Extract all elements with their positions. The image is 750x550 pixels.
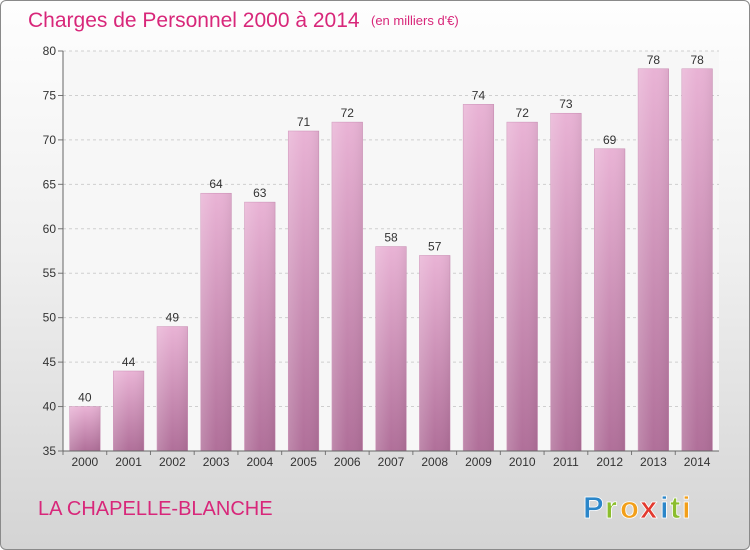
bar-value-label: 58: [384, 231, 398, 245]
y-tick-label: 50: [43, 311, 57, 325]
x-tick-label: 2013: [640, 455, 667, 469]
bar-shine: [681, 68, 713, 452]
logo-letter: i: [682, 490, 691, 525]
bar-shine: [463, 104, 494, 451]
y-tick-label: 60: [43, 222, 57, 236]
bar-value-label: 78: [647, 53, 661, 67]
y-tick-label: 80: [43, 44, 57, 58]
bar-shine: [244, 202, 276, 451]
logo-letter: r: [605, 490, 617, 525]
bar-value-label: 72: [341, 106, 355, 120]
bar-shine: [200, 193, 232, 451]
bar-value-label: 57: [428, 239, 442, 253]
bar-value-label: 73: [559, 97, 573, 111]
y-tick-label: 35: [43, 444, 57, 458]
x-tick-label: 2014: [684, 455, 711, 469]
bar-value-label: 72: [516, 106, 530, 120]
x-tick-label: 2009: [465, 455, 492, 469]
y-tick-label: 75: [43, 88, 57, 102]
y-tick-label: 55: [43, 266, 57, 280]
y-tick-label: 45: [43, 355, 57, 369]
x-tick-label: 2002: [159, 455, 186, 469]
x-tick-label: 2007: [378, 455, 405, 469]
bar-value-label: 40: [78, 391, 92, 405]
x-tick-label: 2011: [553, 455, 579, 469]
bar-shine: [550, 113, 582, 451]
x-tick-label: 2001: [115, 455, 142, 469]
bar-shine: [638, 68, 669, 452]
bar-shine: [331, 122, 363, 451]
chart-subtitle: (en milliers d'€): [371, 13, 459, 28]
bar-value-label: 78: [690, 53, 704, 67]
chart-title: Charges de Personnel 2000 à 2014: [28, 9, 360, 32]
bar-shine: [506, 122, 538, 451]
y-tick-label: 70: [43, 133, 57, 147]
x-tick-label: 2012: [596, 455, 623, 469]
bar-value-label: 49: [166, 311, 180, 325]
place-name: LA CHAPELLE-BLANCHE: [38, 498, 273, 520]
x-tick-label: 2010: [509, 455, 536, 469]
logo-letter: x: [640, 490, 658, 525]
bar-shine: [288, 131, 319, 451]
logo-letter: P: [583, 490, 604, 525]
y-tick-label: 40: [43, 400, 57, 414]
x-tick-label: 2008: [421, 455, 448, 469]
x-tick-label: 2006: [334, 455, 361, 469]
bar-value-label: 74: [472, 88, 486, 102]
logo-letter: i: [660, 490, 669, 525]
bar-value-label: 63: [253, 186, 267, 200]
y-tick-label: 65: [43, 177, 57, 191]
logo-letter: t: [670, 490, 680, 525]
x-tick-label: 2005: [290, 455, 317, 469]
bar-shine: [69, 406, 101, 451]
bar-shine: [157, 326, 188, 451]
x-tick-label: 2004: [246, 455, 273, 469]
bar-shine: [419, 255, 451, 451]
x-tick-label: 2000: [72, 455, 99, 469]
bar-value-label: 64: [209, 177, 223, 191]
x-tick-label: 2003: [203, 455, 230, 469]
bar-shine: [594, 148, 625, 451]
bar-shine: [113, 371, 144, 451]
plot-area: 35 40 45 50 55 60 65 70 75 80 40 2000 44 2001 49 2002 64…: [43, 44, 719, 469]
bar-value-label: 71: [297, 115, 311, 129]
bar-shine: [375, 246, 407, 451]
bar-value-label: 44: [122, 355, 136, 369]
bar-value-label: 69: [603, 133, 617, 147]
logo-letter: o: [620, 490, 639, 525]
